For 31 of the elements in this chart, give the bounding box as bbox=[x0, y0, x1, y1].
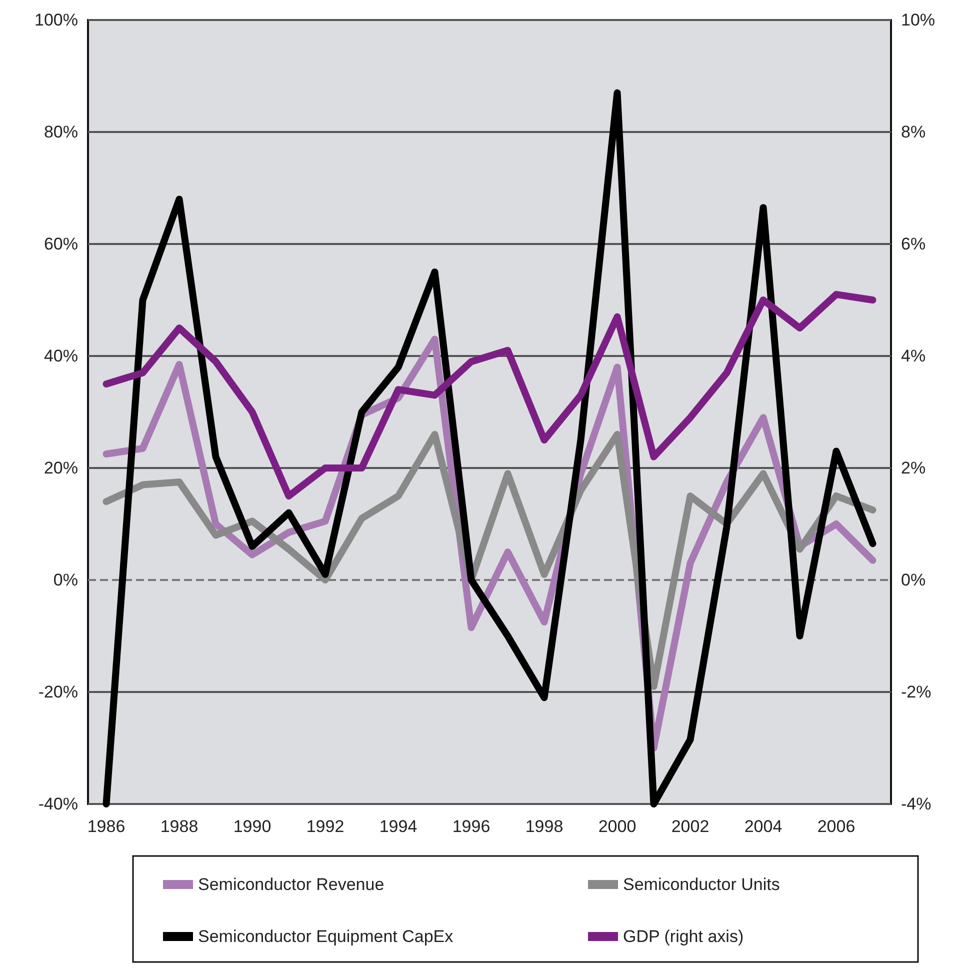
x-tick-label: 2004 bbox=[744, 817, 782, 836]
x-tick-label: 2000 bbox=[598, 817, 636, 836]
y2-tick-label: 4% bbox=[901, 346, 926, 366]
x-tick-label: 1994 bbox=[379, 817, 418, 836]
y2-tick-label: 6% bbox=[901, 234, 926, 254]
y-tick-label: -20% bbox=[38, 682, 78, 702]
y2-tick-label: 2% bbox=[901, 458, 926, 478]
y-tick-label: -40% bbox=[38, 794, 78, 814]
legend-label: GDP (right axis) bbox=[623, 927, 744, 946]
y-tick-label: 40% bbox=[44, 346, 78, 366]
x-tick-label: 2006 bbox=[817, 817, 856, 836]
legend-label: Semiconductor Equipment CapEx bbox=[198, 927, 454, 946]
x-tick-label: 2002 bbox=[671, 817, 710, 836]
y-tick-label: 60% bbox=[44, 234, 78, 254]
y2-tick-label: 8% bbox=[901, 122, 926, 142]
legend-label: Semiconductor Units bbox=[623, 875, 780, 894]
x-tick-label: 1998 bbox=[525, 817, 564, 836]
y2-tick-label: 10% bbox=[901, 10, 936, 30]
x-tick-label: 1986 bbox=[87, 817, 126, 836]
y-tick-label: 100% bbox=[34, 10, 78, 30]
y2-tick-label: 0% bbox=[901, 570, 926, 590]
y2-tick-label: -2% bbox=[901, 682, 932, 702]
y-tick-label: 80% bbox=[44, 122, 78, 142]
x-tick-label: 1996 bbox=[452, 817, 490, 836]
y2-tick-label: -4% bbox=[901, 794, 932, 814]
y-tick-label: 0% bbox=[53, 570, 78, 590]
x-tick-label: 1988 bbox=[160, 817, 198, 836]
y-tick-label: 20% bbox=[44, 458, 78, 478]
x-tick-label: 1990 bbox=[233, 817, 272, 836]
x-tick-label: 1992 bbox=[306, 817, 344, 836]
legend-label: Semiconductor Revenue bbox=[198, 875, 384, 894]
